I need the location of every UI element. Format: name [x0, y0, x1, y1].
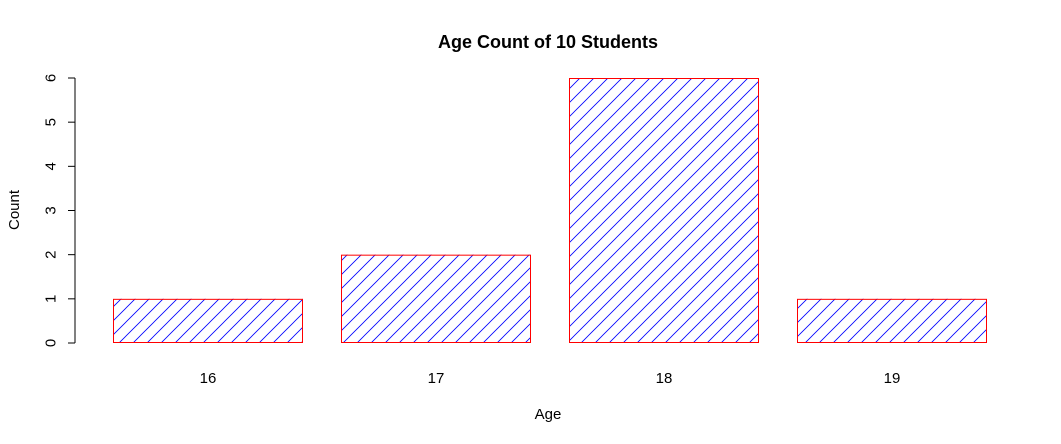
y-tick-label: 2: [43, 250, 60, 258]
bar-19: [797, 298, 987, 344]
y-tick-label: 3: [43, 206, 60, 214]
x-tick-label: 18: [656, 370, 673, 387]
bars-group: [113, 78, 987, 344]
y-tick-label: 5: [43, 118, 60, 126]
bar-fill-18: [569, 78, 759, 343]
bar-16: [113, 298, 303, 344]
y-axis: 0 1 2 3 4 5 6: [43, 74, 76, 347]
x-tick-label: 16: [200, 370, 217, 387]
chart-title: Age Count of 10 Students: [438, 32, 658, 52]
bar-fill-16: [113, 298, 303, 343]
x-tick-labels: 16 17 18 19: [200, 370, 901, 387]
y-tick-label: 6: [43, 74, 60, 82]
x-tick-label: 19: [884, 370, 901, 387]
bar-fill-17: [341, 254, 531, 343]
y-axis-label: Count: [6, 189, 23, 230]
y-tick-label: 1: [43, 295, 60, 303]
y-tick-label: 4: [43, 162, 60, 170]
bar-18: [569, 78, 759, 343]
bar-fill-19: [797, 298, 987, 343]
bar-17: [341, 254, 531, 344]
x-tick-label: 17: [428, 370, 445, 387]
x-axis-label: Age: [535, 406, 562, 423]
y-tick-label: 0: [43, 339, 60, 347]
